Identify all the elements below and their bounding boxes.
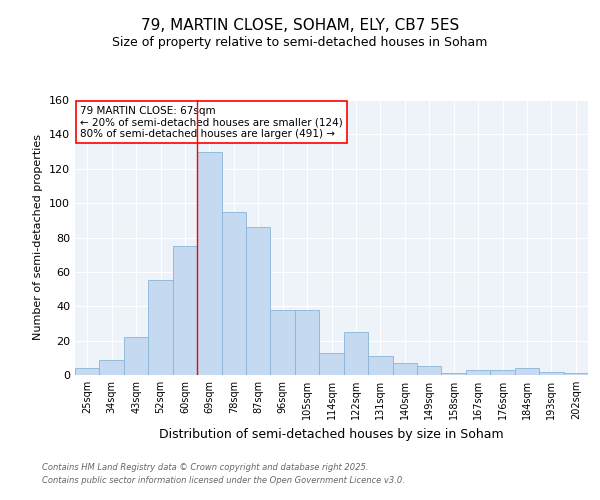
Text: Size of property relative to semi-detached houses in Soham: Size of property relative to semi-detach… <box>112 36 488 49</box>
Bar <box>466 370 490 375</box>
Bar <box>148 280 173 375</box>
Bar <box>442 374 466 375</box>
Text: Contains HM Land Registry data © Crown copyright and database right 2025.: Contains HM Land Registry data © Crown c… <box>42 464 368 472</box>
Bar <box>124 337 148 375</box>
Bar <box>197 152 221 375</box>
X-axis label: Distribution of semi-detached houses by size in Soham: Distribution of semi-detached houses by … <box>159 428 504 440</box>
Y-axis label: Number of semi-detached properties: Number of semi-detached properties <box>34 134 43 340</box>
Bar <box>344 332 368 375</box>
Bar <box>295 310 319 375</box>
Text: 79 MARTIN CLOSE: 67sqm
← 20% of semi-detached houses are smaller (124)
80% of se: 79 MARTIN CLOSE: 67sqm ← 20% of semi-det… <box>80 106 343 138</box>
Bar <box>173 246 197 375</box>
Bar <box>246 227 271 375</box>
Bar <box>417 366 442 375</box>
Bar <box>368 356 392 375</box>
Bar <box>271 310 295 375</box>
Bar <box>221 212 246 375</box>
Bar <box>100 360 124 375</box>
Bar <box>515 368 539 375</box>
Text: Contains public sector information licensed under the Open Government Licence v3: Contains public sector information licen… <box>42 476 405 485</box>
Bar <box>319 352 344 375</box>
Bar <box>75 368 100 375</box>
Bar <box>563 374 588 375</box>
Text: 79, MARTIN CLOSE, SOHAM, ELY, CB7 5ES: 79, MARTIN CLOSE, SOHAM, ELY, CB7 5ES <box>141 18 459 32</box>
Bar <box>539 372 563 375</box>
Bar <box>490 370 515 375</box>
Bar <box>392 363 417 375</box>
